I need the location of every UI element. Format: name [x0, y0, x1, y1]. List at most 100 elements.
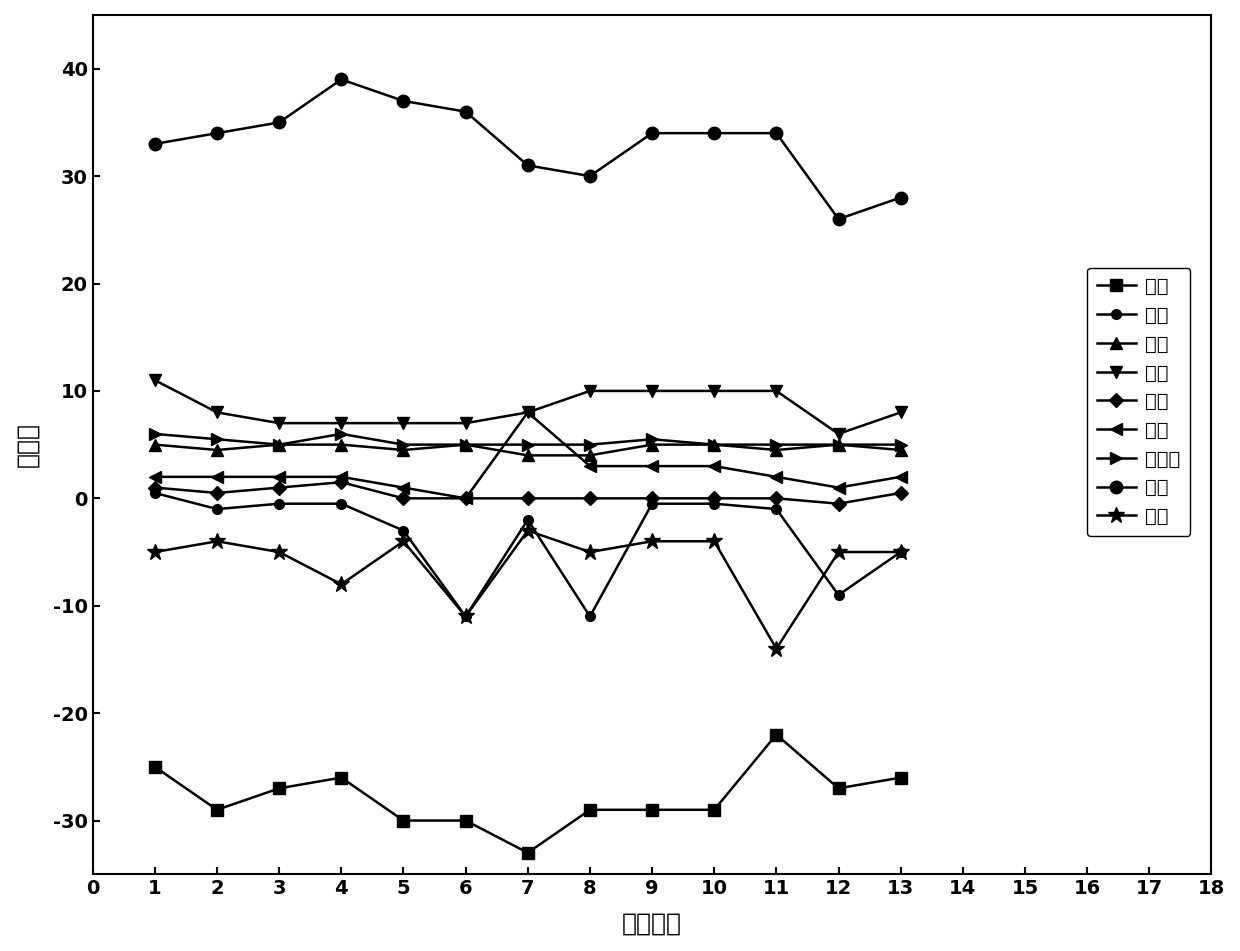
涩回 — [459, 493, 474, 504]
苦味 — [769, 503, 784, 514]
咏味 — [148, 138, 162, 149]
甜味 — [396, 535, 410, 547]
涩回 — [831, 498, 846, 510]
丰富度 — [583, 439, 598, 451]
鲜味 — [707, 460, 722, 472]
苦回 — [272, 417, 286, 429]
Line: 涩回: 涩回 — [150, 477, 905, 509]
涩回 — [148, 482, 162, 494]
咏味 — [707, 127, 722, 139]
涩味 — [459, 439, 474, 451]
涩回 — [396, 493, 410, 504]
酸味 — [459, 815, 474, 826]
甜味 — [583, 546, 598, 557]
丰富度 — [396, 439, 410, 451]
酸味 — [521, 847, 536, 859]
酸味 — [272, 783, 286, 794]
鲜味 — [459, 493, 474, 504]
苦回 — [396, 417, 410, 429]
涩味 — [645, 439, 660, 451]
苦回 — [459, 417, 474, 429]
Line: 鲜味: 鲜味 — [149, 406, 906, 505]
苦味 — [272, 498, 286, 510]
涩回 — [583, 493, 598, 504]
甜味 — [459, 611, 474, 622]
鲜味 — [645, 460, 660, 472]
涩味 — [334, 439, 348, 451]
苦味 — [148, 487, 162, 498]
酸味 — [893, 772, 908, 784]
丰富度 — [769, 439, 784, 451]
Line: 甜味: 甜味 — [146, 522, 909, 657]
丰富度 — [148, 428, 162, 439]
甜味 — [272, 546, 286, 557]
苦回 — [769, 385, 784, 397]
苦味 — [583, 611, 598, 622]
咏味 — [645, 127, 660, 139]
涩回 — [893, 487, 908, 498]
丰富度 — [334, 428, 348, 439]
涩回 — [521, 493, 536, 504]
酸味 — [831, 783, 846, 794]
苦味 — [707, 498, 722, 510]
涩回 — [334, 476, 348, 488]
Y-axis label: 味觉値: 味觉値 — [15, 422, 38, 467]
鲜味 — [831, 482, 846, 494]
苦味 — [210, 503, 224, 514]
苦味 — [521, 514, 536, 526]
咏味 — [831, 213, 846, 224]
苦回 — [210, 407, 224, 418]
苦回 — [893, 407, 908, 418]
苦味 — [893, 546, 908, 557]
咏味 — [583, 170, 598, 182]
涩味 — [583, 450, 598, 461]
酸味 — [769, 728, 784, 740]
咏味 — [769, 127, 784, 139]
涩味 — [210, 444, 224, 456]
酸味 — [396, 815, 410, 826]
鲜味 — [148, 471, 162, 482]
苦味 — [459, 611, 474, 622]
涩味 — [893, 444, 908, 456]
Line: 丰富度: 丰富度 — [149, 428, 906, 451]
Line: 苦回: 苦回 — [149, 374, 906, 440]
Line: 咏味: 咏味 — [149, 73, 906, 225]
咏味 — [334, 74, 348, 86]
鲜味 — [334, 471, 348, 482]
涩味 — [272, 439, 286, 451]
苦回 — [707, 385, 722, 397]
甜味 — [334, 578, 348, 590]
鲜味 — [210, 471, 224, 482]
涩味 — [831, 439, 846, 451]
苦味 — [334, 498, 348, 510]
丰富度 — [210, 434, 224, 445]
咏味 — [521, 160, 536, 171]
甜味 — [707, 535, 722, 547]
涩回 — [769, 493, 784, 504]
鲜味 — [396, 482, 410, 494]
咏味 — [893, 192, 908, 204]
丰富度 — [459, 439, 474, 451]
丰富度 — [272, 439, 286, 451]
苦味 — [831, 590, 846, 601]
甜味 — [645, 535, 660, 547]
丰富度 — [521, 439, 536, 451]
涩味 — [148, 439, 162, 451]
涩回 — [707, 493, 722, 504]
咏味 — [272, 117, 286, 128]
甜味 — [831, 546, 846, 557]
丰富度 — [831, 439, 846, 451]
鲜味 — [583, 460, 598, 472]
苦回 — [521, 407, 536, 418]
甜味 — [521, 525, 536, 536]
涩味 — [707, 439, 722, 451]
苦味 — [645, 498, 660, 510]
涩回 — [645, 493, 660, 504]
涩回 — [210, 487, 224, 498]
咏味 — [396, 95, 410, 107]
涩味 — [396, 444, 410, 456]
甜味 — [893, 546, 908, 557]
涩回 — [272, 482, 286, 494]
甜味 — [769, 643, 784, 654]
酸味 — [210, 805, 224, 816]
